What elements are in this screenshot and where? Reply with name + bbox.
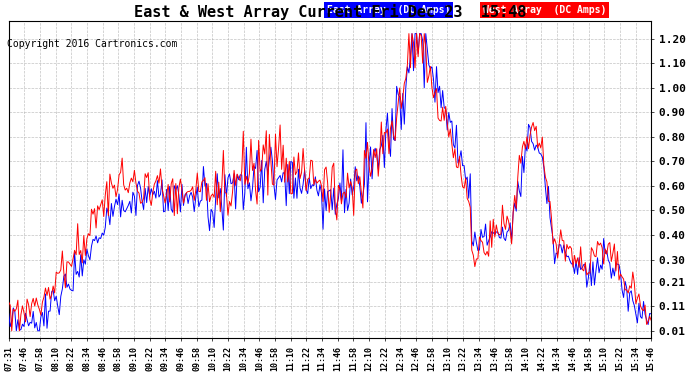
Title: East & West Array Current Fri Dec 23  15:48: East & West Array Current Fri Dec 23 15:… bbox=[134, 4, 526, 20]
Text: Copyright 2016 Cartronics.com: Copyright 2016 Cartronics.com bbox=[7, 39, 177, 50]
Text: East Array  (DC Amps): East Array (DC Amps) bbox=[327, 5, 450, 15]
Text: West Array  (DC Amps): West Array (DC Amps) bbox=[483, 5, 607, 15]
